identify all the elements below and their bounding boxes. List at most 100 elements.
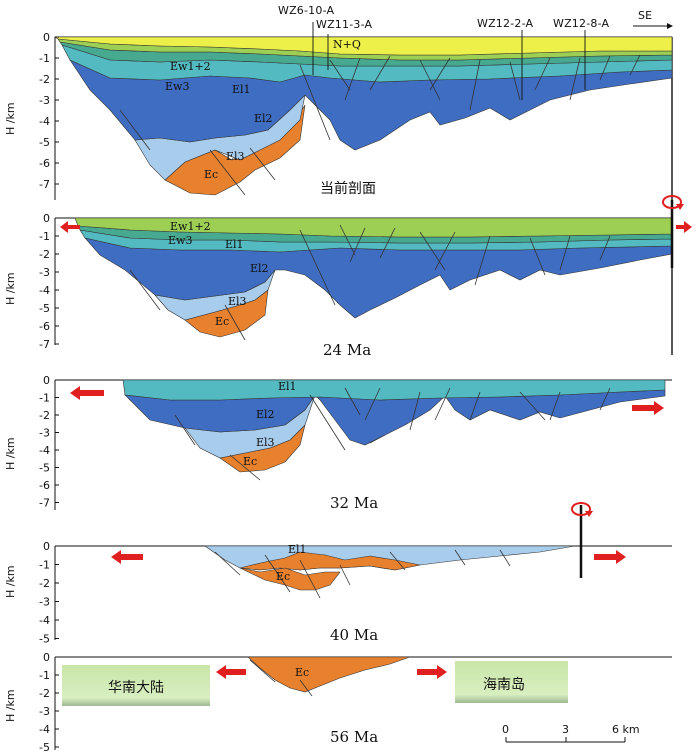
label-el2: El2 [250, 262, 269, 275]
depth-tick-label: -2 [39, 577, 50, 590]
depth-tick-label: -6 [39, 157, 50, 170]
depth-tick-label: 0 [43, 31, 50, 44]
label-nq: N+Q [333, 38, 361, 51]
label-ew3: Ew3 [165, 80, 189, 93]
extension-arrow-right-icon [632, 401, 664, 415]
extension-arrow-left-icon [70, 386, 104, 400]
label-el2: El2 [256, 408, 275, 421]
depth-tick-label: 0 [43, 212, 50, 225]
faults-present [119, 54, 641, 196]
depth-tick-label: -2 [39, 73, 50, 86]
well-label-wz11-3-a: WZ11-3-A [316, 18, 373, 31]
layer-ec [164, 104, 306, 196]
depth-axis-label: H /km [4, 565, 17, 598]
depth-tick-label: -7 [39, 178, 50, 191]
depth-tick-label: -4 [39, 115, 50, 128]
depth-tick-label: -5 [39, 462, 50, 475]
label-el2: El2 [254, 112, 273, 125]
depth-tick-label: -4 [39, 723, 50, 736]
extension-arrow-right-icon [594, 550, 626, 564]
depth-tick-label: -6 [39, 479, 50, 492]
faults-56ma [249, 659, 313, 697]
caption-24ma: 24 Ma [323, 341, 371, 359]
layer-ew12 [74, 217, 673, 238]
depth-tick-label: -4 [39, 444, 50, 457]
layer-ec [239, 567, 341, 591]
scale-bar: 0 3 6 km [502, 723, 640, 743]
rotation-icon [662, 195, 684, 268]
panel-56ma: 华南大陆 海南岛 Ec 56 Ma 0 3 6 km [54, 656, 672, 750]
label-el1: El1 [232, 83, 251, 96]
depth-tick-label: -3 [39, 266, 50, 279]
depth-tick-label: -6 [39, 320, 50, 333]
depth-tick-label: -3 [39, 427, 50, 440]
label-el3: El3 [228, 295, 247, 308]
depth-tick-label: 0 [43, 651, 50, 664]
label-ew3: Ew3 [168, 234, 192, 247]
extension-arrow-left-icon [216, 665, 246, 679]
label-el1: El1 [288, 543, 307, 556]
panel-32ma: El1 El2 El3 Ec 32 Ma [54, 379, 672, 512]
panel-24ma: Ew1+2 Ew3 El1 El2 El3 Ec 24 Ma [54, 195, 692, 359]
depth-tick-label: -1 [39, 559, 50, 572]
caption-40ma: 40 Ma [330, 626, 378, 644]
depth-tick-label: -7 [39, 497, 50, 510]
extension-arrow-left-icon [111, 550, 143, 564]
depth-tick-label: -1 [39, 52, 50, 65]
depth-tick-label: -5 [39, 136, 50, 149]
label-ew12: Ew1+2 [170, 220, 211, 233]
extension-arrow-right-icon [676, 221, 692, 233]
extension-arrow-left-icon [60, 221, 80, 233]
label-el3: El3 [226, 150, 245, 163]
label-el1: El1 [225, 238, 244, 251]
caption-present: 当前剖面 [320, 180, 376, 197]
depth-tick-label: -5 [39, 302, 50, 315]
depth-tick-label: -2 [39, 409, 50, 422]
label-el1: El1 [278, 380, 297, 393]
layer-ec [239, 551, 421, 571]
region-label-hainan: 海南岛 [483, 677, 525, 693]
layer-el1 [122, 379, 666, 401]
label-ec: Ec [276, 570, 290, 583]
well-label-wz6-10-a: WZ6-10-A [278, 4, 335, 17]
label-ec: Ec [295, 666, 309, 679]
faults-24ma [129, 224, 611, 341]
caption-32ma: 32 Ma [330, 494, 378, 512]
rotation-icon [571, 502, 593, 578]
depth-tick-label: -2 [39, 248, 50, 261]
depth-tick-label: -1 [39, 392, 50, 405]
panel-40ma: El1 Ec 40 Ma [54, 502, 672, 644]
region-label-south-china: 华南大陆 [108, 680, 164, 696]
well-label-wz12-8-a: WZ12-8-A [553, 17, 610, 30]
depth-tick-label: -3 [39, 94, 50, 107]
depth-tick-label: -5 [39, 741, 50, 753]
scale-label-3: 3 [562, 723, 569, 736]
depth-tick-label: -3 [39, 705, 50, 718]
well-label-wz12-2-a: WZ12-2-A [477, 17, 534, 30]
faults-32ma [174, 387, 611, 481]
scale-label-0: 0 [502, 723, 509, 736]
depth-tick-label: -4 [39, 284, 50, 297]
depth-tick-label: -2 [39, 687, 50, 700]
depth-tick-label: -7 [39, 338, 50, 351]
depth-tick-label: -4 [39, 614, 50, 627]
region-box-hainan [455, 661, 568, 703]
panel-present: WZ6-10-A WZ11-3-A WZ12-2-A WZ12-8-A SE N… [54, 4, 673, 200]
depth-tick-label: 0 [43, 374, 50, 387]
direction-label: SE [638, 9, 652, 22]
depth-tick-label: -3 [39, 596, 50, 609]
caption-56ma: 56 Ma [330, 728, 378, 746]
label-ew12: Ew1+2 [170, 60, 211, 73]
depth-tick-label: -5 [39, 633, 50, 646]
depth-tick-label: -1 [39, 669, 50, 682]
faults-40ma [214, 549, 511, 599]
layer-nq [54, 36, 673, 56]
scale-label-6: 6 km [612, 723, 640, 736]
depth-tick-label: 0 [43, 540, 50, 553]
depth-axis-label: H /km [4, 272, 17, 305]
depth-axis-label: H /km [4, 102, 17, 135]
label-ec: Ec [215, 315, 229, 328]
extension-arrow-right-icon [417, 665, 447, 679]
label-ec: Ec [204, 168, 218, 181]
